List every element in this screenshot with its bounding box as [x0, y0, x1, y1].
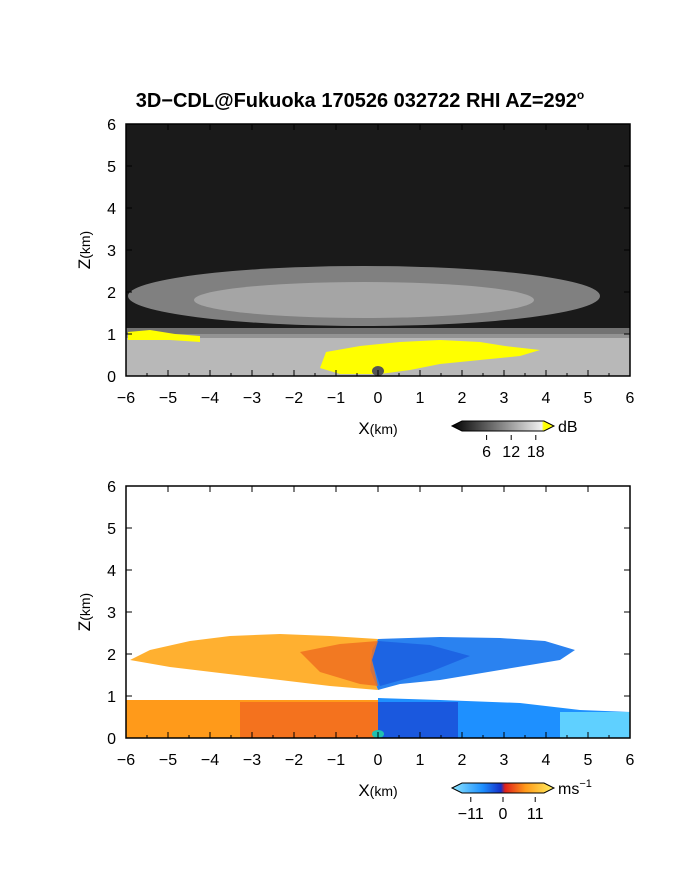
intensity-x-axis-label: X(km)	[358, 419, 397, 438]
intensity-x-tick-label: 3	[500, 390, 509, 407]
velocity-x-tick-label: 5	[584, 752, 593, 769]
colorbar-tick-label: 12	[502, 444, 520, 461]
velocity-lower-near-negative	[378, 702, 458, 738]
intensity-y-tick-label: 6	[107, 117, 116, 134]
intensity-x-tick-label: −5	[159, 390, 177, 407]
velocity-x-tick-label: 6	[626, 752, 635, 769]
velocity-x-tick-label: −2	[285, 752, 303, 769]
velocity-elevated-core-negative	[372, 641, 470, 686]
velocity-lower-near-positive	[240, 702, 378, 738]
velocity-x-tick-label: −1	[327, 752, 345, 769]
velocity-elevated-layer-positive	[130, 634, 378, 690]
velocity-x-tick-label: 1	[416, 752, 425, 769]
velocity-x-tick-label: −3	[243, 752, 261, 769]
velocity-colorbar-unit: ms−1	[558, 778, 592, 798]
intensity-y-tick-label: 4	[107, 201, 116, 218]
figure-title: 3D−CDL@Fukuoka 170526 032722 RHI AZ=292o	[136, 88, 585, 112]
intensity-y-tick-label: 1	[107, 327, 116, 344]
intensity-lower-layer-edge	[126, 328, 630, 338]
velocity-x-tick-label: −6	[117, 752, 135, 769]
velocity-x-tick-label: 3	[500, 752, 509, 769]
velocity-y-tick-label: 0	[107, 731, 116, 748]
intensity-x-tick-label: 1	[416, 390, 425, 407]
colorbar-tick-label: 6	[482, 444, 491, 461]
velocity-y-tick-label: 5	[107, 521, 116, 538]
colorbar-tick-label: 18	[527, 444, 545, 461]
velocity-colorbar-bar	[450, 782, 556, 794]
colorbar-tick-label: 0	[499, 806, 508, 823]
colorbar-tick-label: 11	[527, 806, 544, 823]
intensity-y-tick-label: 5	[107, 159, 116, 176]
velocity-y-tick-label: 6	[107, 479, 116, 496]
intensity-colorbar-unit: dB	[558, 419, 578, 436]
intensity-strong-echo	[320, 340, 540, 374]
intensity-x-tick-label: 0	[374, 390, 383, 407]
velocity-x-tick-label: 2	[458, 752, 467, 769]
velocity-y-tick-label: 3	[107, 605, 116, 622]
intensity-x-tick-label: 2	[458, 390, 467, 407]
intensity-y-axis-label: Z(km)	[75, 231, 94, 269]
intensity-colorbar-bar	[450, 420, 556, 432]
velocity-y-axis-label: Z(km)	[75, 593, 94, 631]
velocity-x-tick-label: 0	[374, 752, 383, 769]
velocity-lower-far-negative	[560, 712, 630, 738]
intensity-colorbar: dB 6 12 18	[450, 419, 578, 461]
intensity-x-tick-label: −3	[243, 390, 261, 407]
velocity-x-axis-label: X(km)	[358, 781, 397, 800]
intensity-elevated-core	[194, 282, 534, 318]
intensity-x-tick-label: 6	[626, 390, 635, 407]
intensity-x-tick-label: 4	[542, 390, 551, 407]
intensity-y-tick-label: 3	[107, 243, 116, 260]
colorbar-tick-label: −11	[458, 806, 484, 823]
velocity-x-tick-label: −5	[159, 752, 177, 769]
intensity-x-tick-label: −4	[201, 390, 219, 407]
title-degree-superscript: o	[577, 88, 584, 102]
velocity-x-tick-label: 4	[542, 752, 551, 769]
velocity-y-tick-label: 1	[107, 689, 116, 706]
velocity-panel: −6 −5 −4 −3 −2 −1 0 1 2 3 4 5 6 0 1 2 3 4 5 6 Z(km) X(km) m…	[75, 479, 635, 823]
intensity-x-tick-label: −1	[327, 390, 345, 407]
velocity-elevated-core-positive	[300, 641, 378, 686]
velocity-y-tick-label: 2	[107, 647, 116, 664]
intensity-x-tick-label: 5	[584, 390, 593, 407]
velocity-plot-background	[126, 486, 630, 738]
velocity-x-tick-label: −4	[201, 752, 219, 769]
intensity-y-tick-label: 0	[107, 369, 116, 386]
velocity-colorbar: ms−1 −11 0 11	[450, 778, 592, 823]
intensity-x-tick-label: −2	[285, 390, 303, 407]
intensity-x-tick-label: −6	[117, 390, 135, 407]
intensity-y-tick-label: 2	[107, 285, 116, 302]
intensity-strong-echo-left	[128, 330, 200, 342]
velocity-y-tick-label: 4	[107, 563, 116, 580]
